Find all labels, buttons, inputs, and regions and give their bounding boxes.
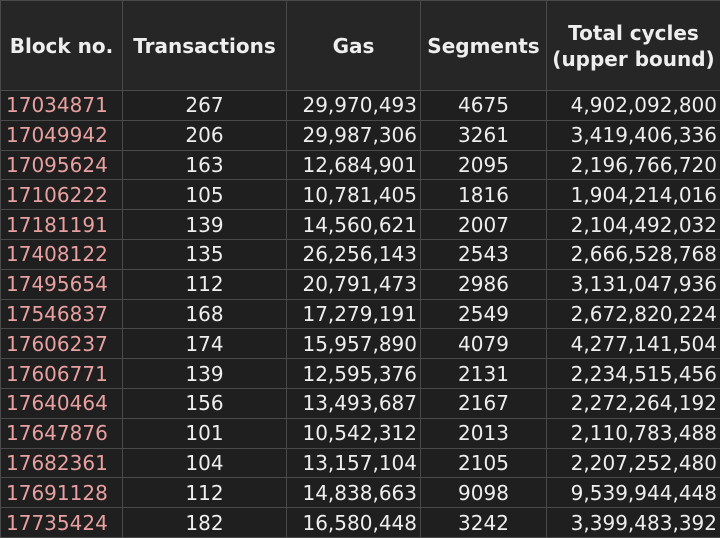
gas-cell: 29,970,493	[287, 91, 421, 121]
transactions-cell: 135	[123, 239, 287, 269]
block-number-link[interactable]: 17691128	[1, 478, 123, 508]
gas-cell: 13,157,104	[287, 448, 421, 478]
segments-cell: 3242	[421, 508, 547, 538]
block-number-link[interactable]: 17408122	[1, 239, 123, 269]
segments-cell: 4675	[421, 91, 547, 121]
block-number-link[interactable]: 17647876	[1, 418, 123, 448]
block-number-link[interactable]: 17640464	[1, 388, 123, 418]
header-total-cycles: Total cycles (upper bound)	[547, 1, 720, 91]
transactions-cell: 112	[123, 269, 287, 299]
total-cycles-cell: 2,196,766,720	[547, 150, 720, 180]
total-cycles-cell: 3,399,483,392	[547, 508, 720, 538]
block-number-link[interactable]: 17735424	[1, 508, 123, 538]
table-header-row: Block no. Transactions Gas Segments Tota…	[1, 1, 720, 91]
transactions-cell: 139	[123, 359, 287, 389]
gas-cell: 26,256,143	[287, 239, 421, 269]
segments-cell: 2543	[421, 239, 547, 269]
gas-cell: 15,957,890	[287, 329, 421, 359]
transactions-cell: 105	[123, 180, 287, 210]
transactions-cell: 168	[123, 299, 287, 329]
block-number-link[interactable]: 17546837	[1, 299, 123, 329]
total-cycles-cell: 2,110,783,488	[547, 418, 720, 448]
transactions-cell: 182	[123, 508, 287, 538]
gas-cell: 13,493,687	[287, 388, 421, 418]
segments-cell: 2131	[421, 359, 547, 389]
transactions-cell: 163	[123, 150, 287, 180]
gas-cell: 29,987,306	[287, 120, 421, 150]
segments-cell: 2013	[421, 418, 547, 448]
gas-cell: 20,791,473	[287, 269, 421, 299]
total-cycles-cell: 9,539,944,448	[547, 478, 720, 508]
header-block-no: Block no.	[1, 1, 123, 91]
gas-cell: 12,684,901	[287, 150, 421, 180]
gas-cell: 14,560,621	[287, 210, 421, 240]
total-cycles-cell: 4,902,092,800	[547, 91, 720, 121]
total-cycles-cell: 2,672,820,224	[547, 299, 720, 329]
transactions-cell: 112	[123, 478, 287, 508]
segments-cell: 1816	[421, 180, 547, 210]
total-cycles-cell: 1,904,214,016	[547, 180, 720, 210]
gas-cell: 17,279,191	[287, 299, 421, 329]
header-segments: Segments	[421, 1, 547, 91]
transactions-cell: 156	[123, 388, 287, 418]
segments-cell: 2095	[421, 150, 547, 180]
gas-cell: 16,580,448	[287, 508, 421, 538]
segments-cell: 2986	[421, 269, 547, 299]
block-number-link[interactable]: 17034871	[1, 91, 123, 121]
gas-cell: 10,781,405	[287, 180, 421, 210]
gas-cell: 14,838,663	[287, 478, 421, 508]
segments-cell: 3261	[421, 120, 547, 150]
total-cycles-cell: 2,104,492,032	[547, 210, 720, 240]
segments-cell: 2007	[421, 210, 547, 240]
transactions-cell: 101	[123, 418, 287, 448]
segments-cell: 9098	[421, 478, 547, 508]
total-cycles-cell: 4,277,141,504	[547, 329, 720, 359]
block-number-link[interactable]: 17106222	[1, 180, 123, 210]
block-number-link[interactable]: 17606771	[1, 359, 123, 389]
block-number-link[interactable]: 17495654	[1, 269, 123, 299]
total-cycles-cell: 2,666,528,768	[547, 239, 720, 269]
transactions-cell: 139	[123, 210, 287, 240]
total-cycles-cell: 3,419,406,336	[547, 120, 720, 150]
segments-cell: 2105	[421, 448, 547, 478]
block-number-link[interactable]: 17181191	[1, 210, 123, 240]
total-cycles-cell: 2,234,515,456	[547, 359, 720, 389]
block-number-link[interactable]: 17049942	[1, 120, 123, 150]
segments-cell: 4079	[421, 329, 547, 359]
segments-cell: 2167	[421, 388, 547, 418]
total-cycles-cell: 2,207,252,480	[547, 448, 720, 478]
header-gas: Gas	[287, 1, 421, 91]
transactions-cell: 206	[123, 120, 287, 150]
total-cycles-cell: 3,131,047,936	[547, 269, 720, 299]
segments-cell: 2549	[421, 299, 547, 329]
gas-cell: 10,542,312	[287, 418, 421, 448]
transactions-cell: 267	[123, 91, 287, 121]
transactions-cell: 174	[123, 329, 287, 359]
header-transactions: Transactions	[123, 1, 287, 91]
total-cycles-cell: 2,272,264,192	[547, 388, 720, 418]
block-number-link[interactable]: 17606237	[1, 329, 123, 359]
gas-cell: 12,595,376	[287, 359, 421, 389]
block-number-link[interactable]: 17095624	[1, 150, 123, 180]
block-number-link[interactable]: 17682361	[1, 448, 123, 478]
transactions-cell: 104	[123, 448, 287, 478]
